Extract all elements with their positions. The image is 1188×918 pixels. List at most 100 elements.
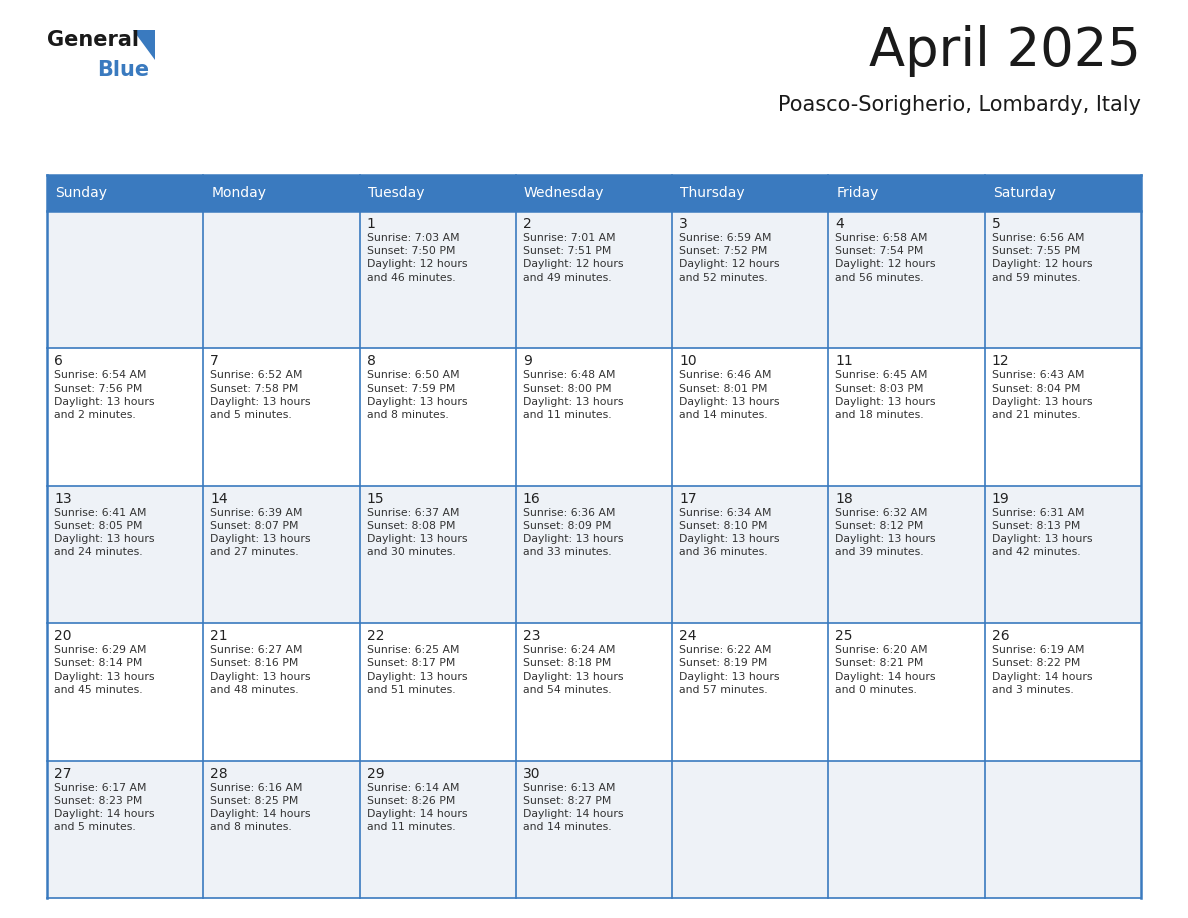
Text: 14: 14 <box>210 492 228 506</box>
Text: 28: 28 <box>210 767 228 780</box>
Text: Sunrise: 6:34 AM
Sunset: 8:10 PM
Daylight: 13 hours
and 36 minutes.: Sunrise: 6:34 AM Sunset: 8:10 PM Dayligh… <box>680 508 779 557</box>
Text: Sunrise: 6:16 AM
Sunset: 8:25 PM
Daylight: 14 hours
and 8 minutes.: Sunrise: 6:16 AM Sunset: 8:25 PM Dayligh… <box>210 783 311 833</box>
Text: Sunrise: 6:46 AM
Sunset: 8:01 PM
Daylight: 13 hours
and 14 minutes.: Sunrise: 6:46 AM Sunset: 8:01 PM Dayligh… <box>680 370 779 420</box>
Text: 24: 24 <box>680 629 696 644</box>
Text: 21: 21 <box>210 629 228 644</box>
Text: Wednesday: Wednesday <box>524 186 605 200</box>
Bar <box>672 349 828 486</box>
Text: Sunrise: 6:59 AM
Sunset: 7:52 PM
Daylight: 12 hours
and 52 minutes.: Sunrise: 6:59 AM Sunset: 7:52 PM Dayligh… <box>680 233 779 283</box>
Text: 20: 20 <box>53 629 71 644</box>
Bar <box>203 761 360 898</box>
Text: 30: 30 <box>523 767 541 780</box>
Text: Sunrise: 6:13 AM
Sunset: 8:27 PM
Daylight: 14 hours
and 14 minutes.: Sunrise: 6:13 AM Sunset: 8:27 PM Dayligh… <box>523 783 624 833</box>
Text: Sunrise: 7:03 AM
Sunset: 7:50 PM
Daylight: 12 hours
and 46 minutes.: Sunrise: 7:03 AM Sunset: 7:50 PM Dayligh… <box>367 233 467 283</box>
Bar <box>516 486 672 623</box>
Bar <box>360 486 516 623</box>
Text: Friday: Friday <box>836 186 879 200</box>
Text: 8: 8 <box>367 354 375 368</box>
Bar <box>48 623 203 761</box>
Bar <box>516 349 672 486</box>
Text: Sunrise: 6:39 AM
Sunset: 8:07 PM
Daylight: 13 hours
and 27 minutes.: Sunrise: 6:39 AM Sunset: 8:07 PM Dayligh… <box>210 508 311 557</box>
Text: Blue: Blue <box>97 60 150 80</box>
Text: Sunrise: 6:17 AM
Sunset: 8:23 PM
Daylight: 14 hours
and 5 minutes.: Sunrise: 6:17 AM Sunset: 8:23 PM Dayligh… <box>53 783 154 833</box>
Text: Saturday: Saturday <box>993 186 1056 200</box>
Bar <box>828 349 985 486</box>
Text: Sunrise: 6:14 AM
Sunset: 8:26 PM
Daylight: 14 hours
and 11 minutes.: Sunrise: 6:14 AM Sunset: 8:26 PM Dayligh… <box>367 783 467 833</box>
Text: Sunrise: 6:37 AM
Sunset: 8:08 PM
Daylight: 13 hours
and 30 minutes.: Sunrise: 6:37 AM Sunset: 8:08 PM Dayligh… <box>367 508 467 557</box>
Text: 9: 9 <box>523 354 532 368</box>
Text: 18: 18 <box>835 492 853 506</box>
Bar <box>672 761 828 898</box>
Text: 23: 23 <box>523 629 541 644</box>
Text: Sunrise: 6:25 AM
Sunset: 8:17 PM
Daylight: 13 hours
and 51 minutes.: Sunrise: 6:25 AM Sunset: 8:17 PM Dayligh… <box>367 645 467 695</box>
Bar <box>203 211 360 349</box>
Text: Sunrise: 7:01 AM
Sunset: 7:51 PM
Daylight: 12 hours
and 49 minutes.: Sunrise: 7:01 AM Sunset: 7:51 PM Dayligh… <box>523 233 624 283</box>
Text: 6: 6 <box>53 354 63 368</box>
Bar <box>48 349 203 486</box>
Bar <box>985 623 1140 761</box>
Text: Sunrise: 6:45 AM
Sunset: 8:03 PM
Daylight: 13 hours
and 18 minutes.: Sunrise: 6:45 AM Sunset: 8:03 PM Dayligh… <box>835 370 936 420</box>
Text: 27: 27 <box>53 767 71 780</box>
Text: 3: 3 <box>680 217 688 231</box>
Bar <box>360 211 516 349</box>
Bar <box>360 349 516 486</box>
Bar <box>48 175 1140 211</box>
Text: 10: 10 <box>680 354 697 368</box>
Text: 13: 13 <box>53 492 71 506</box>
Bar <box>828 211 985 349</box>
Text: Sunrise: 6:22 AM
Sunset: 8:19 PM
Daylight: 13 hours
and 57 minutes.: Sunrise: 6:22 AM Sunset: 8:19 PM Dayligh… <box>680 645 779 695</box>
Text: 22: 22 <box>367 629 384 644</box>
Text: 25: 25 <box>835 629 853 644</box>
Bar <box>828 486 985 623</box>
Bar <box>985 486 1140 623</box>
Text: 15: 15 <box>367 492 384 506</box>
Text: Tuesday: Tuesday <box>367 186 424 200</box>
Text: Sunrise: 6:43 AM
Sunset: 8:04 PM
Daylight: 13 hours
and 21 minutes.: Sunrise: 6:43 AM Sunset: 8:04 PM Dayligh… <box>992 370 1092 420</box>
Bar <box>48 761 203 898</box>
Text: 7: 7 <box>210 354 219 368</box>
Text: 29: 29 <box>367 767 384 780</box>
Text: Monday: Monday <box>211 186 266 200</box>
Text: Sunrise: 6:50 AM
Sunset: 7:59 PM
Daylight: 13 hours
and 8 minutes.: Sunrise: 6:50 AM Sunset: 7:59 PM Dayligh… <box>367 370 467 420</box>
Text: 16: 16 <box>523 492 541 506</box>
Bar <box>516 761 672 898</box>
Text: Thursday: Thursday <box>681 186 745 200</box>
Text: Sunrise: 6:24 AM
Sunset: 8:18 PM
Daylight: 13 hours
and 54 minutes.: Sunrise: 6:24 AM Sunset: 8:18 PM Dayligh… <box>523 645 624 695</box>
Text: Sunrise: 6:27 AM
Sunset: 8:16 PM
Daylight: 13 hours
and 48 minutes.: Sunrise: 6:27 AM Sunset: 8:16 PM Dayligh… <box>210 645 311 695</box>
Text: Sunrise: 6:19 AM
Sunset: 8:22 PM
Daylight: 14 hours
and 3 minutes.: Sunrise: 6:19 AM Sunset: 8:22 PM Dayligh… <box>992 645 1092 695</box>
Polygon shape <box>133 30 154 60</box>
Text: Sunrise: 6:58 AM
Sunset: 7:54 PM
Daylight: 12 hours
and 56 minutes.: Sunrise: 6:58 AM Sunset: 7:54 PM Dayligh… <box>835 233 936 283</box>
Text: 2: 2 <box>523 217 531 231</box>
Bar <box>203 349 360 486</box>
Bar <box>203 486 360 623</box>
Text: Sunrise: 6:32 AM
Sunset: 8:12 PM
Daylight: 13 hours
and 39 minutes.: Sunrise: 6:32 AM Sunset: 8:12 PM Dayligh… <box>835 508 936 557</box>
Text: Sunrise: 6:36 AM
Sunset: 8:09 PM
Daylight: 13 hours
and 33 minutes.: Sunrise: 6:36 AM Sunset: 8:09 PM Dayligh… <box>523 508 624 557</box>
Text: 17: 17 <box>680 492 697 506</box>
Text: 1: 1 <box>367 217 375 231</box>
Text: Sunrise: 6:52 AM
Sunset: 7:58 PM
Daylight: 13 hours
and 5 minutes.: Sunrise: 6:52 AM Sunset: 7:58 PM Dayligh… <box>210 370 311 420</box>
Bar <box>360 761 516 898</box>
Text: 4: 4 <box>835 217 845 231</box>
Bar <box>360 623 516 761</box>
Text: Sunrise: 6:29 AM
Sunset: 8:14 PM
Daylight: 13 hours
and 45 minutes.: Sunrise: 6:29 AM Sunset: 8:14 PM Dayligh… <box>53 645 154 695</box>
Bar <box>203 623 360 761</box>
Bar <box>985 761 1140 898</box>
Text: Sunrise: 6:41 AM
Sunset: 8:05 PM
Daylight: 13 hours
and 24 minutes.: Sunrise: 6:41 AM Sunset: 8:05 PM Dayligh… <box>53 508 154 557</box>
Text: Sunrise: 6:20 AM
Sunset: 8:21 PM
Daylight: 14 hours
and 0 minutes.: Sunrise: 6:20 AM Sunset: 8:21 PM Dayligh… <box>835 645 936 695</box>
Text: April 2025: April 2025 <box>870 25 1140 77</box>
Bar <box>48 211 203 349</box>
Bar <box>48 486 203 623</box>
Bar <box>985 211 1140 349</box>
Text: 26: 26 <box>992 629 1010 644</box>
Text: 5: 5 <box>992 217 1000 231</box>
Text: Sunrise: 6:54 AM
Sunset: 7:56 PM
Daylight: 13 hours
and 2 minutes.: Sunrise: 6:54 AM Sunset: 7:56 PM Dayligh… <box>53 370 154 420</box>
Bar <box>672 486 828 623</box>
Bar <box>828 761 985 898</box>
Text: Sunday: Sunday <box>55 186 107 200</box>
Text: Sunrise: 6:56 AM
Sunset: 7:55 PM
Daylight: 12 hours
and 59 minutes.: Sunrise: 6:56 AM Sunset: 7:55 PM Dayligh… <box>992 233 1092 283</box>
Text: Poasco-Sorigherio, Lombardy, Italy: Poasco-Sorigherio, Lombardy, Italy <box>778 95 1140 115</box>
Bar <box>516 211 672 349</box>
Bar <box>828 623 985 761</box>
Bar <box>672 623 828 761</box>
Text: Sunrise: 6:31 AM
Sunset: 8:13 PM
Daylight: 13 hours
and 42 minutes.: Sunrise: 6:31 AM Sunset: 8:13 PM Dayligh… <box>992 508 1092 557</box>
